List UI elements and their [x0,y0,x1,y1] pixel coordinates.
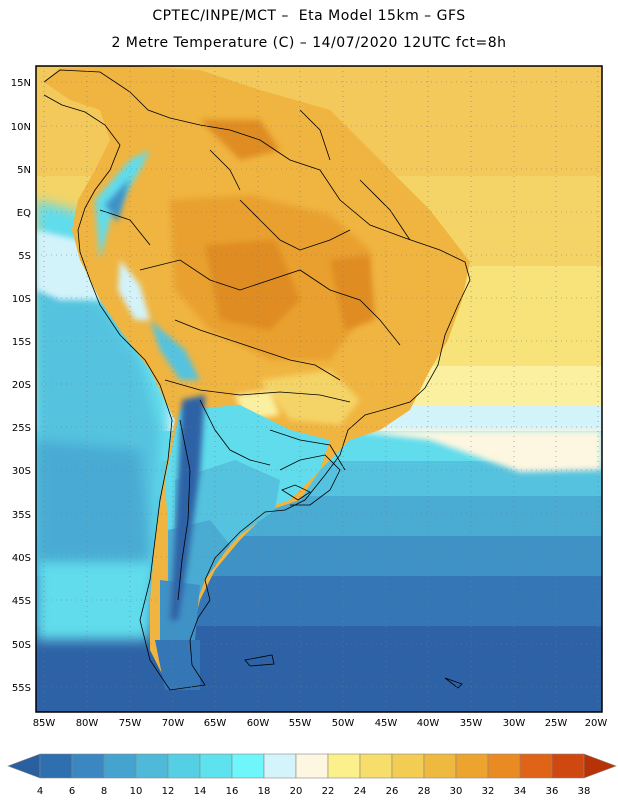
colorbar-swatch [199,753,233,779]
map-border [35,65,603,713]
lat-label: 45S [12,596,31,607]
colorbar-swatch [519,753,553,779]
colorbar-swatch [39,753,73,779]
lat-label: 5S [18,251,31,262]
colorbar-label: 32 [482,786,495,797]
lon-label: 50W [332,718,355,729]
colorbar-labels: 4 6 8 10 12 14 16 18 20 22 24 26 28 30 3… [37,786,591,797]
lat-label: 35S [12,510,31,521]
lat-label: 55S [12,683,31,694]
colorbar-swatch [103,753,137,779]
colorbar-label: 26 [386,786,399,797]
lon-label: 70W [162,718,185,729]
lat-label: 20S [12,380,31,391]
colorbar-swatch [455,753,489,779]
lat-label: 5N [17,165,31,176]
lat-label: 10N [11,122,31,133]
colorbar-label: 8 [101,786,107,797]
temperature-field [36,66,602,712]
lat-label: EQ [17,208,31,219]
lon-label: 45W [375,718,398,729]
longitude-axis: 85W 80W 75W 70W 65W 60W 55W 50W 45W 40W … [33,718,608,729]
colorbar-arrow-low [7,753,41,779]
colorbar-swatch [135,753,169,779]
lon-label: 30W [503,718,526,729]
colorbar-label: 20 [290,786,303,797]
lat-label: 10S [12,294,31,305]
title-line-2: 2 Metre Temperature (C) – 14/07/2020 12U… [111,35,507,51]
colorbar-swatch [359,753,393,779]
colorbar-label: 10 [130,786,143,797]
colorbar-label: 28 [418,786,431,797]
lon-label: 85W [33,718,56,729]
lon-label: 25W [545,718,568,729]
colorbar-swatch [295,753,329,779]
colorbar-swatch [391,753,425,779]
lon-label: 75W [119,718,142,729]
lon-label: 40W [417,718,440,729]
colorbar-swatch [71,753,105,779]
colorbar-label: 4 [37,786,43,797]
lon-label: 35W [460,718,483,729]
temperature-colorbar [7,753,617,779]
lat-label: 25S [12,423,31,434]
colorbar-label: 14 [194,786,207,797]
lat-label: 15N [11,78,31,89]
colorbar-swatch [167,753,201,779]
lat-label: 30S [12,466,31,477]
lon-label: 65W [204,718,227,729]
lon-label: 55W [289,718,312,729]
latitude-axis: 15N 10N 5N EQ 5S 10S 15S 20S 25S 30S 35S… [11,78,31,694]
colorbar-label: 6 [69,786,75,797]
lat-label: 15S [12,337,31,348]
colorbar-swatch [231,753,265,779]
colorbar-arrow-high [583,753,617,779]
colorbar-label: 34 [514,786,527,797]
lon-label: 80W [76,718,99,729]
colorbar-swatch [327,753,361,779]
colorbar-label: 30 [450,786,463,797]
colorbar-label: 24 [354,786,367,797]
colorbar-swatch [487,753,521,779]
colorbar-label: 16 [226,786,239,797]
lat-label: 40S [12,553,31,564]
colorbar-label: 12 [162,786,175,797]
colorbar-swatch [551,753,585,779]
lon-label: 20W [585,718,608,729]
lon-label: 60W [247,718,270,729]
colorbar-swatch [423,753,457,779]
colorbar-swatch [263,753,297,779]
colorbar-label: 38 [578,786,591,797]
colorbar-label: 18 [258,786,271,797]
lat-label: 50S [12,640,31,651]
colorbar-label: 22 [322,786,335,797]
title-line-1: CPTEC/INPE/MCT – Eta Model 15km – GFS [152,8,466,24]
colorbar-label: 36 [546,786,559,797]
